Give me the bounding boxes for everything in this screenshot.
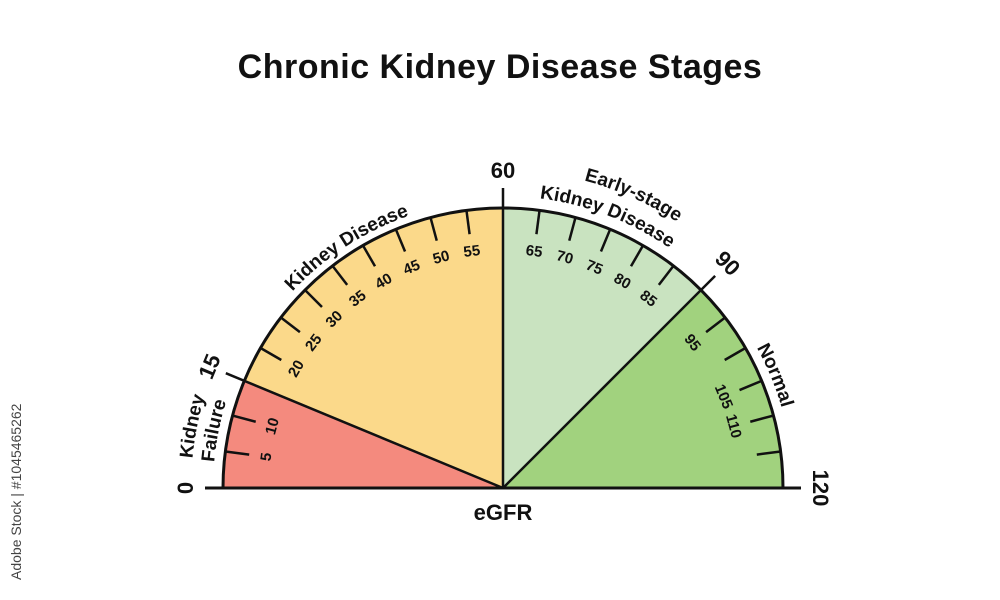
tick-label: 20: [285, 357, 308, 380]
boundary-line-90: [502, 274, 717, 489]
tick-label: 25: [302, 331, 326, 355]
stage-sector-3: [503, 290, 783, 488]
tick-mark: [705, 316, 726, 334]
tick-mark: [331, 265, 349, 286]
tick-label: 65: [525, 242, 544, 261]
axis-label-egfr: eGFR: [474, 500, 533, 525]
tick-label: 5: [258, 452, 276, 462]
tick-label: 50: [431, 247, 452, 268]
tick-mark: [535, 210, 541, 235]
boundary-label: 60: [491, 158, 515, 183]
tick-label: 80: [611, 270, 634, 293]
tick-mark: [739, 379, 763, 392]
tick-mark: [465, 210, 471, 235]
boundary-label: 120: [808, 470, 833, 507]
tick-label: 85: [636, 287, 660, 311]
tick-mark: [629, 244, 645, 267]
tick-mark: [724, 346, 747, 362]
tick-mark: [756, 450, 781, 456]
tick-label: 40: [372, 270, 395, 293]
tick-mark: [232, 414, 257, 423]
tick-mark: [394, 228, 407, 252]
tick-label: 75: [583, 257, 605, 279]
tick-label: 95: [680, 331, 704, 355]
boundary-line-15: [225, 372, 504, 490]
tick-mark: [280, 316, 301, 334]
stage-sector-2: [503, 208, 701, 488]
tick-mark: [259, 346, 282, 362]
tick-mark: [749, 414, 774, 423]
tick-mark: [429, 217, 438, 242]
tick-mark: [361, 244, 377, 267]
tick-label: 70: [554, 247, 575, 268]
tick-label: 110: [722, 412, 745, 440]
stage-sector-0: [223, 380, 503, 488]
tick-mark: [657, 265, 675, 286]
chart-title: Chronic Kidney Disease Stages: [237, 48, 763, 86]
tick-label: 10: [262, 416, 283, 437]
boundary-label: 15: [193, 350, 225, 382]
tick-mark: [225, 450, 250, 456]
tick-label: 35: [346, 287, 370, 311]
boundary-label: 90: [710, 246, 745, 281]
tick-mark: [304, 289, 323, 308]
tick-label: 45: [401, 257, 423, 279]
tick-label: 55: [462, 242, 481, 261]
stage-sector-1: [244, 208, 504, 488]
tick-mark: [599, 228, 612, 252]
tick-mark: [568, 217, 577, 242]
boundary-label: 0: [173, 482, 198, 494]
